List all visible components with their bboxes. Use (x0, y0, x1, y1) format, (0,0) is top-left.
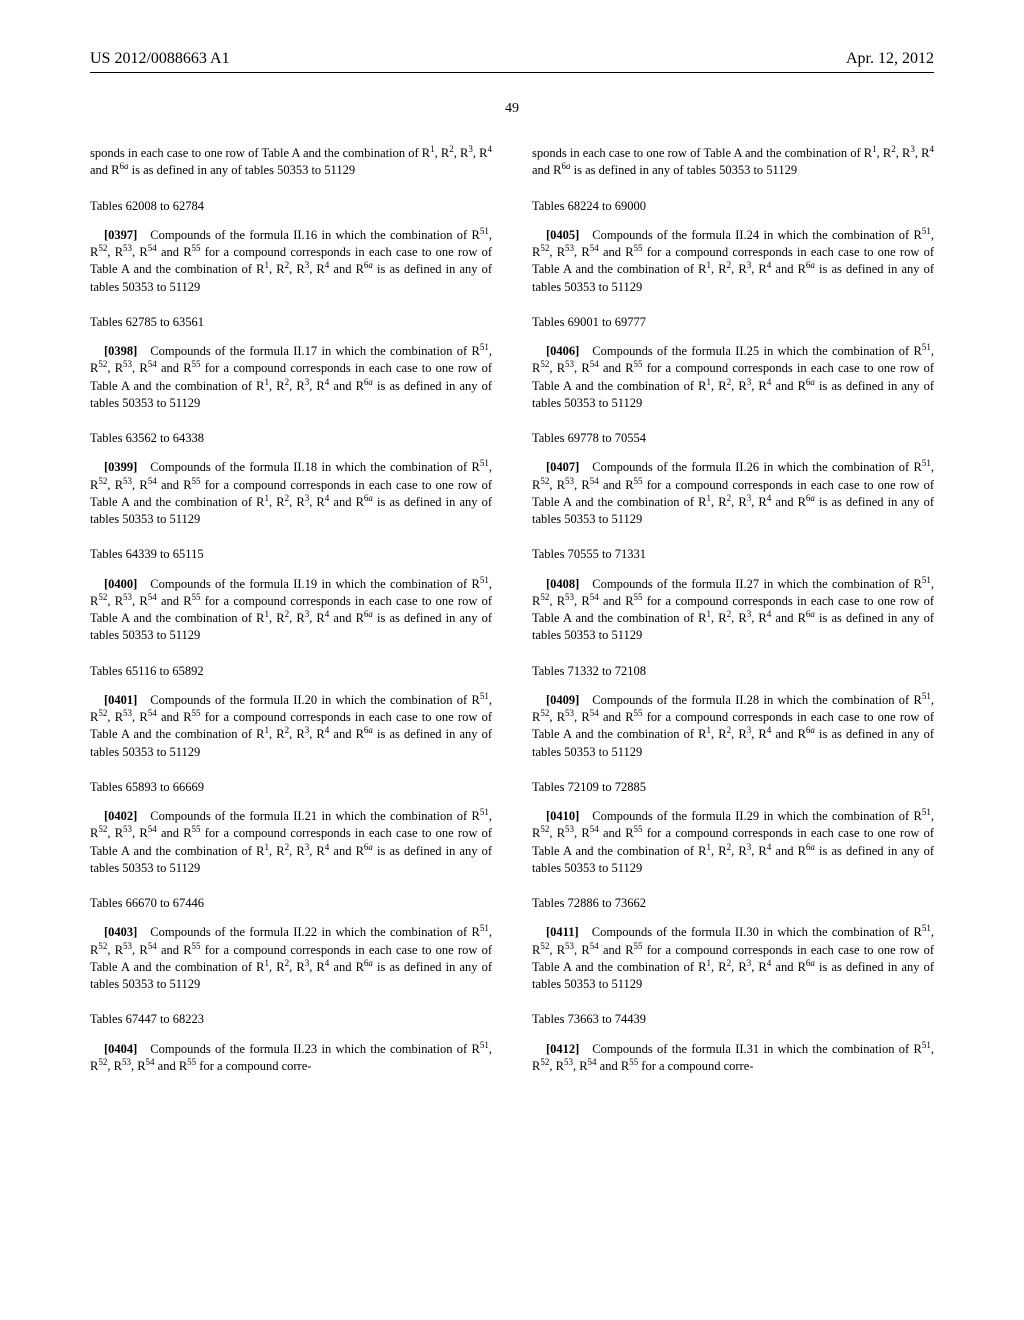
right-column: sponds in each case to one row of Table … (532, 145, 934, 1079)
paragraph-number: [0399] (104, 460, 137, 474)
tables-heading: Tables 72886 to 73662 (532, 895, 934, 912)
paragraph: [0404] Compounds of the formula II.23 in… (90, 1041, 492, 1076)
paragraph-number: [0406] (546, 344, 579, 358)
page-number: 49 (90, 101, 934, 117)
tables-heading: Tables 65893 to 66669 (90, 779, 492, 796)
paragraph: [0403] Compounds of the formula II.22 in… (90, 924, 492, 993)
paragraph-number: [0411] (546, 925, 579, 939)
tables-heading: Tables 71332 to 72108 (532, 663, 934, 680)
tables-heading: Tables 67447 to 68223 (90, 1011, 492, 1028)
paragraph-number: [0403] (104, 925, 137, 939)
paragraph-number: [0404] (104, 1042, 137, 1056)
paragraph: [0407] Compounds of the formula II.26 in… (532, 459, 934, 528)
paragraph-number: [0400] (104, 577, 137, 591)
paragraph: [0410] Compounds of the formula II.29 in… (532, 808, 934, 877)
publication-number: US 2012/0088663 A1 (90, 50, 230, 68)
tables-heading: Tables 66670 to 67446 (90, 895, 492, 912)
tables-heading: Tables 62008 to 62784 (90, 198, 492, 215)
tables-heading: Tables 63562 to 64338 (90, 430, 492, 447)
paragraph: [0401] Compounds of the formula II.20 in… (90, 692, 492, 761)
tables-heading: Tables 64339 to 65115 (90, 546, 492, 563)
paragraph: [0402] Compounds of the formula II.21 in… (90, 808, 492, 877)
paragraph-number: [0408] (546, 577, 579, 591)
paragraph: [0406] Compounds of the formula II.25 in… (532, 343, 934, 412)
tables-heading: Tables 70555 to 71331 (532, 546, 934, 563)
paragraph: [0399] Compounds of the formula II.18 in… (90, 459, 492, 528)
paragraph-number: [0410] (546, 809, 579, 823)
paragraph-number: [0398] (104, 344, 137, 358)
tables-heading: Tables 72109 to 72885 (532, 779, 934, 796)
two-column-body: sponds in each case to one row of Table … (90, 145, 934, 1079)
paragraph: [0405] Compounds of the formula II.24 in… (532, 227, 934, 296)
tables-heading: Tables 68224 to 69000 (532, 198, 934, 215)
continuation-paragraph: sponds in each case to one row of Table … (532, 145, 934, 180)
paragraph-number: [0412] (546, 1042, 579, 1056)
paragraph-number: [0397] (104, 228, 137, 242)
paragraph-number: [0401] (104, 693, 137, 707)
continuation-paragraph: sponds in each case to one row of Table … (90, 145, 492, 180)
paragraph-number: [0407] (546, 460, 579, 474)
paragraph: [0409] Compounds of the formula II.28 in… (532, 692, 934, 761)
publication-date: Apr. 12, 2012 (846, 50, 934, 68)
paragraph-number: [0405] (546, 228, 579, 242)
patent-page: US 2012/0088663 A1 Apr. 12, 2012 49 spon… (0, 0, 1024, 1119)
page-header: US 2012/0088663 A1 Apr. 12, 2012 (90, 50, 934, 73)
tables-heading: Tables 62785 to 63561 (90, 314, 492, 331)
tables-heading: Tables 65116 to 65892 (90, 663, 492, 680)
tables-heading: Tables 73663 to 74439 (532, 1011, 934, 1028)
paragraph: [0398] Compounds of the formula II.17 in… (90, 343, 492, 412)
left-column: sponds in each case to one row of Table … (90, 145, 492, 1079)
tables-heading: Tables 69778 to 70554 (532, 430, 934, 447)
paragraph: [0400] Compounds of the formula II.19 in… (90, 576, 492, 645)
paragraph: [0412] Compounds of the formula II.31 in… (532, 1041, 934, 1076)
paragraph: [0411] Compounds of the formula II.30 in… (532, 924, 934, 993)
paragraph-number: [0409] (546, 693, 579, 707)
paragraph-number: [0402] (104, 809, 137, 823)
paragraph: [0397] Compounds of the formula II.16 in… (90, 227, 492, 296)
tables-heading: Tables 69001 to 69777 (532, 314, 934, 331)
paragraph: [0408] Compounds of the formula II.27 in… (532, 576, 934, 645)
